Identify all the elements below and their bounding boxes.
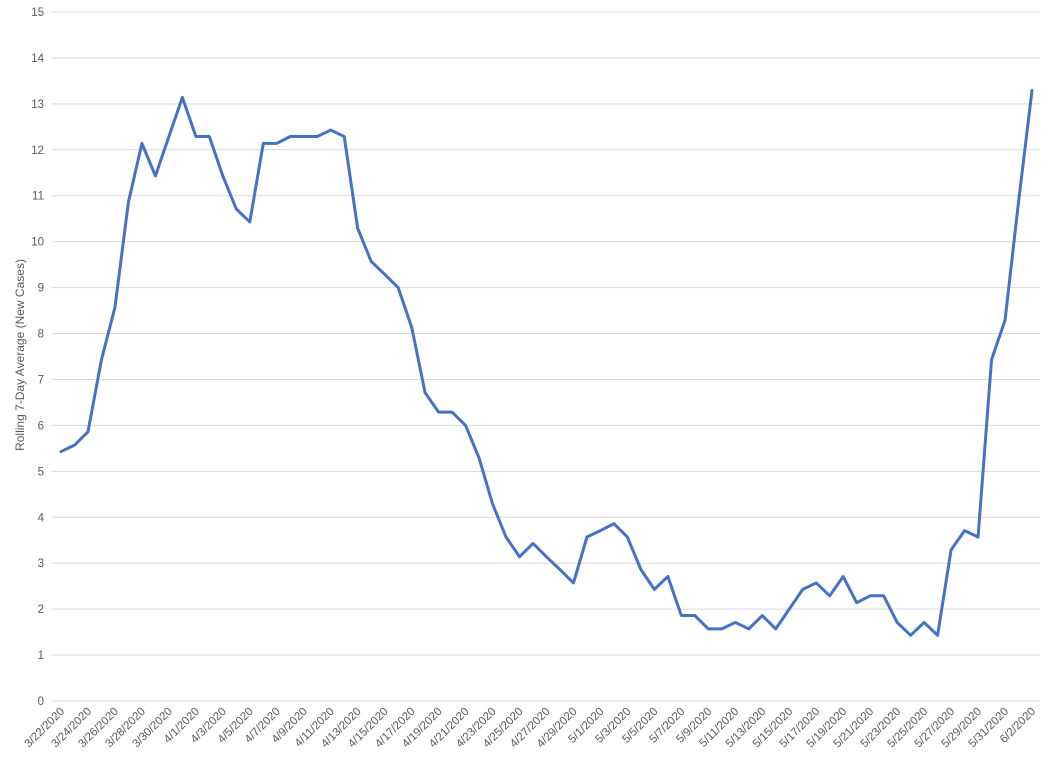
y-tick-label: 8 [38,329,44,341]
y-axis-label: Rolling 7-Day Average (New Cases) [13,259,27,451]
y-tick-label: 10 [31,237,44,249]
y-tick-label: 5 [38,466,44,478]
series-line [59,89,1034,637]
y-tick-label: 7 [38,374,44,386]
y-tick-label: 13 [31,99,44,111]
y-tick-label: 14 [31,53,44,65]
series-group [59,89,1034,637]
y-tick-label: 11 [32,191,44,203]
y-tick-label: 12 [31,145,44,157]
gridlines [52,11,1040,702]
y-tick-label: 3 [38,558,44,570]
y-tick-label: 9 [38,283,44,295]
x-axis-ticks: 3/22/20203/24/20203/26/20203/28/20203/30… [22,706,1038,751]
y-tick-label: 4 [38,512,45,524]
y-tick-label: 0 [38,696,44,708]
y-tick-label: 6 [38,420,44,432]
y-tick-label: 2 [38,604,44,616]
y-tick-label: 15 [31,7,44,19]
y-tick-label: 1 [38,650,44,662]
